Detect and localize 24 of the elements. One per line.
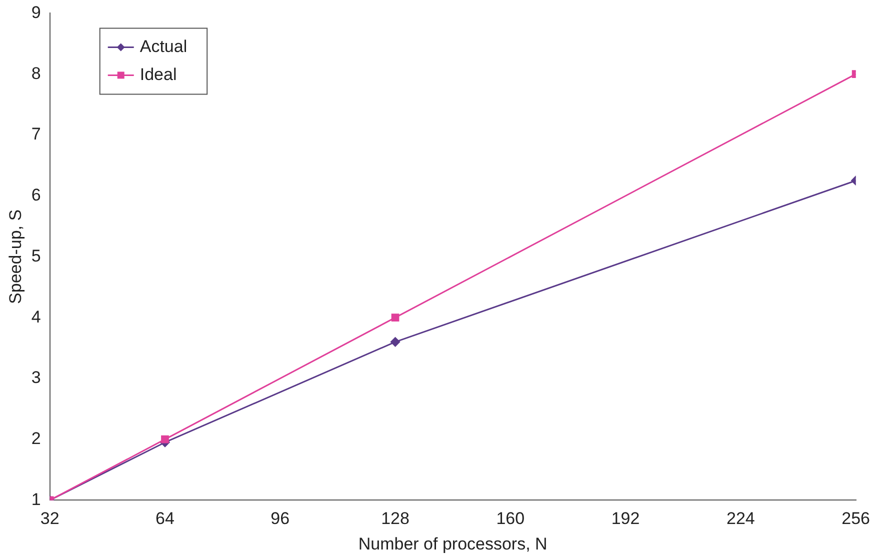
legend-label: Actual bbox=[140, 36, 188, 56]
y-tick-label: 9 bbox=[31, 2, 41, 22]
x-tick-label: 160 bbox=[496, 509, 525, 528]
y-axis-title: Speed-up, S bbox=[6, 209, 25, 304]
x-tick-label: 192 bbox=[611, 509, 640, 528]
y-tick-label: 4 bbox=[31, 307, 41, 326]
x-tick-label: 96 bbox=[270, 509, 290, 528]
x-tick-label: 64 bbox=[156, 509, 174, 528]
point bbox=[391, 314, 400, 322]
point bbox=[161, 435, 169, 444]
x-tick-label: 224 bbox=[726, 509, 755, 528]
x-tick-label: 256 bbox=[842, 509, 870, 528]
legend-label: Ideal bbox=[140, 64, 177, 84]
point bbox=[390, 337, 400, 347]
x-axis-title: Number of processors, N bbox=[358, 534, 548, 554]
y-tick-label: 6 bbox=[31, 186, 41, 205]
y-tick-label: 7 bbox=[31, 124, 41, 144]
y-tick-label: 2 bbox=[31, 429, 41, 448]
x-tick-label: 128 bbox=[381, 509, 410, 528]
x-tick-label: 32 bbox=[40, 509, 60, 528]
y-tick-label: 1 bbox=[31, 490, 41, 509]
y-tick-label: 5 bbox=[31, 246, 41, 266]
y-tick-label: 8 bbox=[31, 64, 41, 83]
y-tick-label: 3 bbox=[31, 368, 41, 388]
